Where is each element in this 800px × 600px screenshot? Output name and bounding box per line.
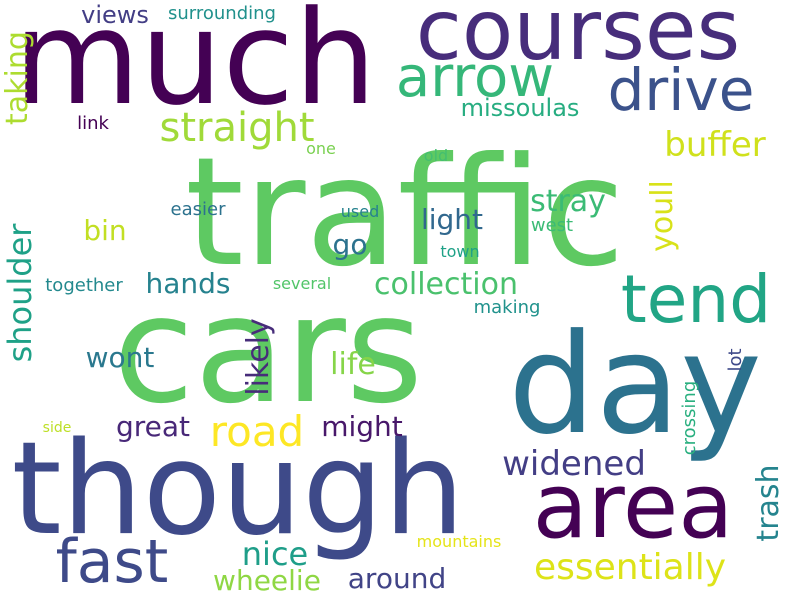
word-day: day — [508, 304, 762, 465]
word-link: link — [77, 113, 109, 134]
word-arrow: arrow — [395, 45, 555, 110]
word-bin: bin — [83, 214, 127, 247]
word-easier: easier — [170, 199, 226, 220]
word-used: used — [340, 202, 380, 221]
word-collection: collection — [374, 267, 518, 302]
word-nice: nice — [241, 535, 309, 573]
word-old: old — [423, 146, 449, 165]
word-youll: youll — [645, 180, 680, 252]
word-making: making — [473, 297, 541, 318]
word-fast: fast — [55, 527, 169, 597]
word-crossing: crossing — [679, 380, 700, 456]
word-west: west — [530, 215, 574, 236]
word-great: great — [115, 410, 191, 443]
word-area: area — [532, 454, 734, 559]
word-surrounding: surrounding — [168, 3, 276, 24]
word-essentially: essentially — [533, 547, 727, 588]
word-taking: taking — [0, 31, 35, 125]
word-life: life — [330, 347, 376, 382]
word-shoulder: shoulder — [1, 223, 39, 363]
word-wheelie: wheelie — [213, 564, 321, 597]
word-trash: trash — [751, 464, 786, 542]
word-likely: likely — [241, 318, 276, 396]
word-widened: widened — [502, 444, 646, 484]
word-mountains: mountains — [416, 532, 502, 551]
word-lot: lot — [725, 348, 746, 372]
word-though: though — [11, 415, 465, 564]
word-side: side — [42, 420, 72, 436]
word-stray: stray — [530, 184, 606, 219]
word-several: several — [272, 274, 332, 293]
word-courses: courses — [415, 0, 741, 79]
word-go: go — [332, 228, 368, 261]
word-might: might — [321, 410, 403, 443]
word-around: around — [347, 562, 447, 595]
word-tend: tend — [620, 261, 772, 338]
word-one: one — [306, 139, 336, 158]
word-town: town — [440, 242, 480, 261]
word-wont: wont — [85, 341, 155, 374]
word-cars: cars — [112, 264, 424, 436]
word-missoulas: missoulas — [460, 94, 580, 122]
word-buffer: buffer — [664, 125, 766, 165]
word-much: much — [13, 0, 377, 134]
word-views: views — [81, 1, 149, 29]
word-road: road — [209, 407, 305, 456]
word-straight: straight — [159, 105, 315, 151]
word-together: together — [45, 275, 123, 296]
word-drive: drive — [607, 56, 755, 124]
word-hands: hands — [145, 267, 231, 300]
word-traffic: traffic — [185, 126, 625, 300]
word-light: light — [420, 203, 484, 236]
